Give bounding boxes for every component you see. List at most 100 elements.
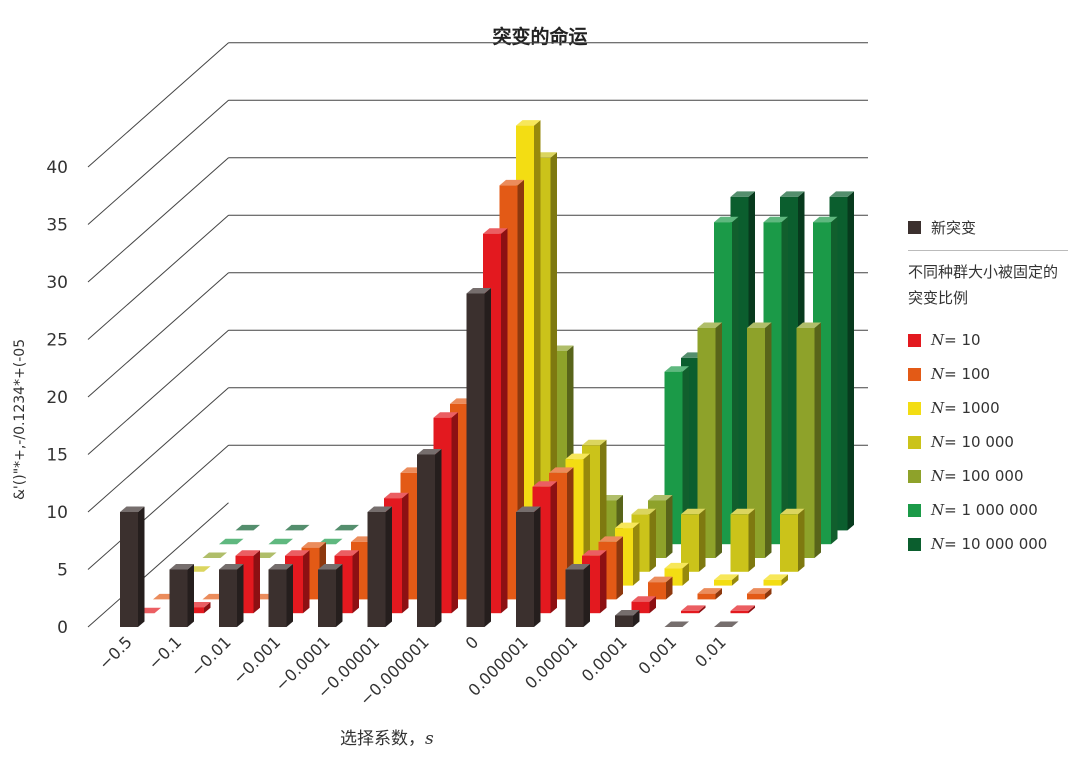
bar-top-s6-c12 (813, 216, 838, 223)
bar-top-s7-c12 (829, 191, 854, 197)
bar-s2-c10 (648, 576, 673, 600)
bar-side-s1-c11 (699, 605, 706, 614)
legend-item-n1: N = 100 (908, 357, 1073, 391)
bar-top-s4-c9 (631, 508, 656, 515)
legend-item-n2: N = 1000 (908, 391, 1073, 425)
bar-side-s3-c12 (781, 574, 788, 586)
bar-top-s4-c12 (780, 508, 805, 515)
bar-top-s2-c9 (598, 536, 623, 542)
bar-front-s3-c12 (763, 579, 782, 586)
bar-s7-c1 (285, 524, 310, 531)
bar-side-s2-c7 (517, 179, 524, 600)
legend-value-n6: = 10 000 000 (944, 535, 1048, 553)
bar-s0-c8 (516, 506, 541, 627)
bar-side-s0-c12 (732, 621, 739, 627)
bar-side-s0-c8 (534, 506, 541, 627)
bar-front-s0-c4 (318, 569, 336, 627)
legend-swatch-new-mutation (908, 220, 921, 234)
y-tick-label-30: 30 (46, 273, 68, 293)
bar-top-s5-c10 (697, 322, 722, 328)
bar-s0-c3 (268, 564, 293, 627)
bar-side-s3-c7 (534, 120, 541, 586)
x-tick-label-11: 0.001 (634, 632, 680, 678)
side-gridline-25 (87, 214, 229, 340)
bar-top-s4-c8 (582, 439, 607, 446)
bar-s7-c2 (334, 524, 359, 531)
bar-top-s0-c2 (219, 564, 244, 570)
bar-top-s3-c12 (763, 574, 788, 580)
bar-front-s0-c2 (219, 569, 237, 627)
bar-top-s6-c1 (268, 538, 293, 545)
bar-s4-c11 (730, 508, 755, 572)
bar-front-s0-c1 (169, 569, 188, 627)
bar-side-s1-c12 (748, 605, 755, 614)
bar-s0-c10 (615, 610, 640, 627)
bar-top-s2-c7 (499, 179, 524, 186)
bar-side-s1-c1 (204, 601, 211, 614)
bar-s3-c11 (714, 574, 739, 586)
bar-top-s7-c0 (235, 524, 260, 531)
bar-side-s4-c0 (204, 566, 211, 572)
bar-front-s5-c12 (796, 328, 815, 558)
bar-s0-c4 (318, 564, 343, 627)
bar-front-s4-c10 (681, 514, 699, 572)
bar-front-s5-c11 (747, 328, 765, 558)
bar-side-s5-c10 (715, 322, 722, 558)
bar-top-s1-c3 (285, 550, 310, 556)
bar-top-s2-c10 (648, 576, 673, 583)
bar-s5-c12 (796, 322, 821, 558)
bar-top-s3-c9 (615, 522, 640, 529)
side-gridline-35 (87, 99, 229, 225)
legend-symbol-n6: N (931, 535, 945, 553)
bar-s2-c11 (697, 588, 722, 600)
bar-side-s3-c9 (633, 522, 640, 586)
bar-s0-c1 (169, 564, 194, 627)
bar-front-s1-c11 (681, 610, 699, 614)
bar-top-s5-c12 (796, 322, 821, 328)
bar-side-s4-c10 (699, 508, 706, 572)
bar-side-s5-c1 (270, 552, 277, 558)
bar-top-s0-c0 (120, 506, 145, 512)
legend-value-n4: = 100 000 (944, 467, 1024, 485)
bar-front-s1-c10 (631, 601, 650, 614)
bar-front-s0-c5 (367, 512, 386, 627)
bar-side-s2-c12 (765, 588, 772, 600)
bar-s0-c12 (714, 621, 739, 627)
bar-top-s7-c2 (334, 524, 359, 531)
bar-top-s0-c3 (268, 564, 293, 570)
bar-top-s6-c0 (219, 538, 244, 545)
bar-side-s4-c9 (649, 508, 656, 572)
bar-front-s1-c12 (730, 610, 749, 614)
bar-top-s0-c10 (615, 610, 640, 616)
x-tick-label-1: −0.1 (144, 632, 185, 673)
bar-front-s2-c12 (747, 593, 765, 600)
bar-top-s0-c1 (169, 564, 194, 570)
bar-top-s5-c9 (648, 495, 673, 501)
y-tick-label-5: 5 (57, 561, 68, 581)
bar-s1-c10 (631, 596, 656, 614)
bar-front-s5-c10 (697, 328, 716, 558)
legend-swatch-n1 (908, 367, 921, 381)
axis-layer: 0 5 10 15 20 25 30 35 40 (46, 158, 68, 638)
bar-top-s1-c10 (631, 596, 656, 602)
bar-side-s6-c0 (237, 538, 244, 545)
bar-top-s2-c11 (697, 588, 722, 594)
bar-side-s0-c2 (237, 564, 244, 627)
bar-front-s1-c1 (186, 607, 204, 614)
bar-top-s1-c4 (334, 550, 359, 556)
legend-symbol-n1: N (931, 365, 945, 383)
x-axis-symbol: s (425, 729, 434, 749)
bar-side-s1-c0 (154, 607, 161, 614)
y-tick-label-20: 20 (46, 388, 68, 408)
legend-swatch-n0 (908, 333, 921, 347)
x-axis-label-text: 选择系数， (340, 729, 425, 749)
legend-symbol-n4: N (931, 467, 945, 485)
bar-front-s0-c3 (268, 569, 287, 627)
bar-s0-c2 (219, 564, 244, 627)
bar-side-s7-c2 (352, 524, 359, 531)
bar-side-s6-c11 (781, 216, 788, 545)
bar-side-s1-c5 (402, 492, 409, 614)
x-tick-label-9: 0.00001 (521, 632, 581, 692)
bar-side-s2-c11 (715, 588, 722, 600)
